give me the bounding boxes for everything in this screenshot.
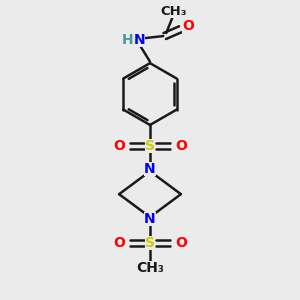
Text: S: S — [145, 236, 155, 250]
Text: CH₃: CH₃ — [160, 5, 187, 18]
Text: N: N — [133, 33, 145, 46]
Text: N: N — [144, 212, 156, 226]
Text: O: O — [182, 19, 194, 33]
Text: CH₃: CH₃ — [136, 261, 164, 275]
Text: O: O — [175, 236, 187, 250]
Text: O: O — [113, 139, 125, 153]
Text: O: O — [175, 139, 187, 153]
Text: S: S — [145, 139, 155, 153]
Text: O: O — [113, 236, 125, 250]
Text: N: N — [144, 162, 156, 176]
Text: H: H — [122, 33, 133, 46]
